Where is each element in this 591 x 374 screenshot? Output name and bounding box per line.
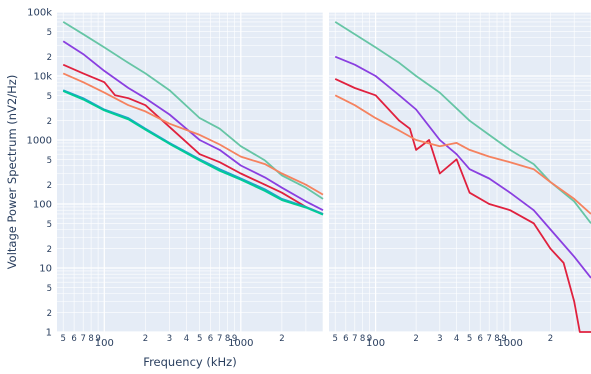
y-tick-label: 2 xyxy=(47,181,52,191)
series-line-1 xyxy=(62,21,324,200)
x-tick-label: 2 xyxy=(413,334,418,344)
series-line-3 xyxy=(62,63,324,215)
y-tick-label: 1 xyxy=(46,328,52,339)
plot-background-left xyxy=(57,12,323,332)
series-line-6 xyxy=(62,90,324,216)
x-tick-label: 2 xyxy=(143,334,148,344)
series-line-4 xyxy=(62,72,324,196)
x-tick-label: 2 xyxy=(279,334,284,344)
y-tick-label: 5 xyxy=(47,284,52,294)
x-tick-label: 6 xyxy=(208,334,213,344)
panel-right xyxy=(329,11,591,333)
y-tick-label: 100 xyxy=(33,200,52,211)
x-tick-label: 4 xyxy=(454,334,459,344)
y-tick-label: 1000 xyxy=(27,136,52,147)
x-tick-label: 6 xyxy=(343,334,348,344)
x-tick-label: 100 xyxy=(366,338,385,349)
x-tick-label: 4 xyxy=(184,334,189,344)
x-tick-label: 6 xyxy=(477,334,482,344)
x-tick-label: 7 xyxy=(217,334,222,344)
grid-right xyxy=(329,11,591,333)
x-tick-label: 8 xyxy=(225,334,230,344)
y-tick-label: 5 xyxy=(47,92,52,102)
y-tick-label: 2 xyxy=(47,245,52,255)
series-line-2 xyxy=(334,55,591,279)
x-tick-label: 8 xyxy=(360,334,365,344)
y-tick-label: 2 xyxy=(47,309,52,319)
series-group-right xyxy=(334,21,591,333)
x-tick-label: 7 xyxy=(352,334,357,344)
y-tick-label: 2 xyxy=(47,117,52,127)
x-tick-label: 100 xyxy=(95,338,114,349)
x-tick-label: 8 xyxy=(88,334,93,344)
x-tick-label: 8 xyxy=(494,334,499,344)
y-tick-label: 10 xyxy=(39,264,52,275)
x-tick-label: 3 xyxy=(167,334,172,344)
x-tick-label: 2 xyxy=(548,334,553,344)
x-tick-label: 9 xyxy=(232,334,237,344)
x-tick-label: 1000 xyxy=(228,338,253,349)
series-line-3 xyxy=(334,78,591,333)
plot-background-right xyxy=(329,12,591,332)
x-tick-label: 5 xyxy=(467,334,472,344)
series-group-left xyxy=(62,21,324,216)
x-tick-label: 7 xyxy=(486,334,491,344)
series-line-2 xyxy=(62,40,324,212)
x-tick-label: 5 xyxy=(197,334,202,344)
x-tick-label: 9 xyxy=(367,334,372,344)
x-tick-label: 7 xyxy=(80,334,85,344)
series-line-4 xyxy=(334,94,591,215)
y-tick-label: 10k xyxy=(33,72,52,83)
x-tick-label: 6 xyxy=(71,334,76,344)
x-tick-label: 9 xyxy=(501,334,506,344)
y-axis-title: Voltage Power Spectrum (nV2/Hz) xyxy=(5,75,19,270)
y-tick-label: 5 xyxy=(47,28,52,38)
panel-left xyxy=(57,11,324,333)
y-tick-label: 5 xyxy=(47,156,52,166)
y-tick-label: 5 xyxy=(47,220,52,230)
y-tick-label: 2 xyxy=(47,53,52,63)
x-tick-label: 3 xyxy=(437,334,442,344)
y-tick-labels: 1 2 5 10 2 5 100 2 5 1000 2 5 10k 2 5 100k xyxy=(27,8,53,339)
x-tick-label: 1000 xyxy=(497,338,522,349)
y-tick-label: 100k xyxy=(27,8,52,19)
x-tick-label: 5 xyxy=(332,334,337,344)
x-tick-label: 5 xyxy=(60,334,65,344)
x-tick-label: 9 xyxy=(95,334,100,344)
x-axis-title: Frequency (kHz) xyxy=(143,355,236,369)
